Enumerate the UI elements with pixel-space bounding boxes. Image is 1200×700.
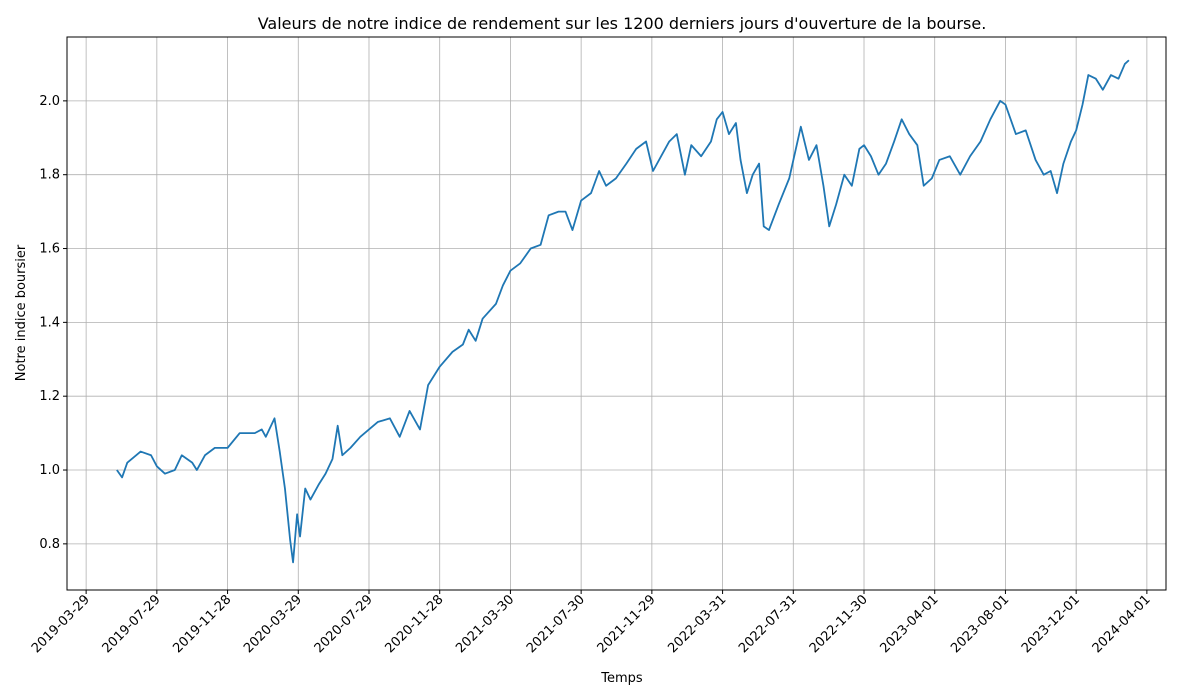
y-tick-label: 1.4 bbox=[39, 315, 60, 330]
x-tick-label: 2021-11-29 bbox=[595, 592, 659, 656]
x-tick-label: 2022-11-30 bbox=[807, 592, 871, 656]
data-line bbox=[116, 59, 1130, 564]
y-tick-label: 2.0 bbox=[39, 94, 60, 109]
x-tick-label: 2021-07-30 bbox=[524, 592, 588, 656]
x-tick-label: 2019-11-28 bbox=[170, 592, 234, 656]
y-tick-label: 1.0 bbox=[39, 463, 60, 478]
y-tick-label: 0.8 bbox=[39, 537, 60, 552]
x-tick-label: 2022-07-31 bbox=[736, 592, 800, 656]
plot-frame bbox=[66, 36, 1167, 591]
x-tick-label: 2019-07-29 bbox=[100, 592, 164, 656]
y-tick-label: 1.6 bbox=[39, 242, 60, 257]
x-tick-label: 2020-03-29 bbox=[241, 592, 305, 656]
x-tick-label: 2022-03-31 bbox=[665, 592, 729, 656]
x-tick-label: 2024-04-01 bbox=[1090, 592, 1154, 656]
x-tick-label: 2023-04-01 bbox=[878, 592, 942, 656]
x-tick-label: 2023-12-01 bbox=[1019, 592, 1083, 656]
y-axis-label: Notre indice boursier bbox=[14, 244, 29, 381]
chart-title: Valeurs de notre indice de rendement sur… bbox=[258, 14, 987, 33]
x-tick-label: 2021-03-30 bbox=[453, 592, 517, 656]
x-tick-label: 2023-08-01 bbox=[948, 592, 1012, 656]
x-axis-label: Temps bbox=[600, 671, 643, 686]
x-tick-label: 2020-11-28 bbox=[383, 592, 447, 656]
x-tick-label: 2019-03-29 bbox=[29, 592, 93, 656]
x-tick-label: 2020-07-29 bbox=[312, 592, 376, 656]
y-tick-label: 1.8 bbox=[39, 168, 60, 183]
y-tick-label: 1.2 bbox=[39, 389, 60, 404]
